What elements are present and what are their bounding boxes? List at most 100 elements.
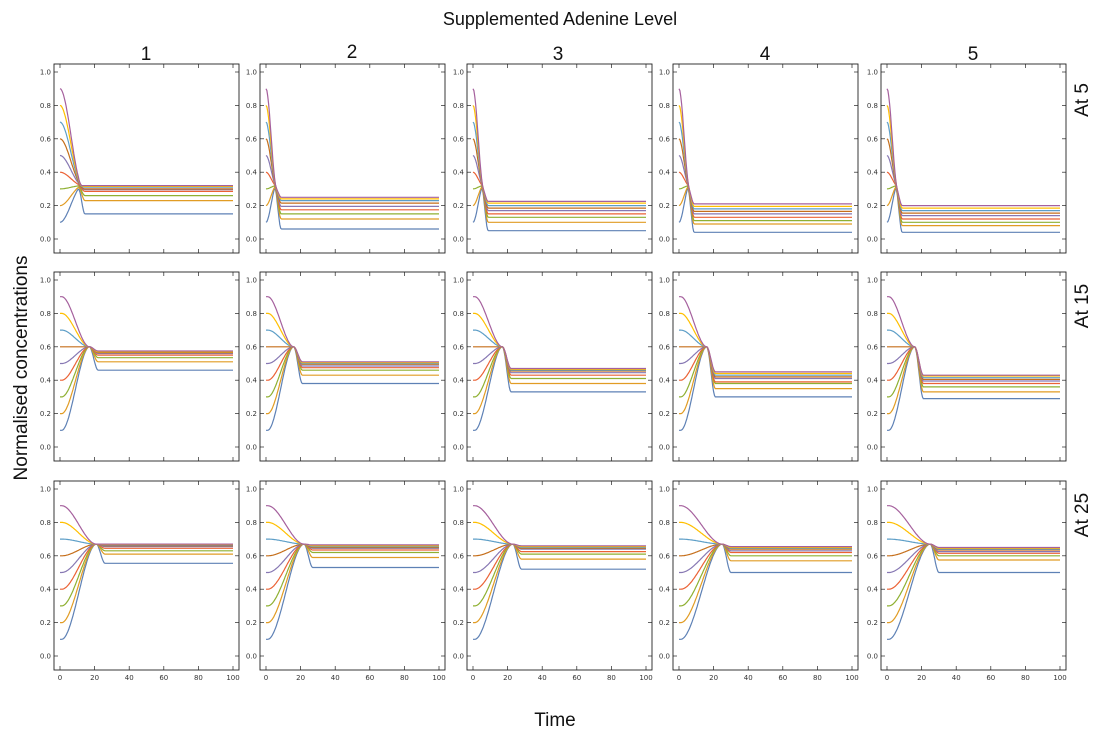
series-line-8 [679, 521, 852, 549]
series-line-1 [59, 188, 233, 223]
column-label-3: 3 [553, 44, 564, 65]
panel-frame [880, 480, 1067, 671]
series-line-2 [473, 346, 646, 415]
y-tick-label: 1.0 [453, 69, 464, 77]
series-line-7 [887, 538, 1060, 550]
y-tick-label: 1.0 [246, 486, 257, 494]
y-tick-label: 0.8 [867, 310, 878, 318]
panel-r2-c3: 0.0 0.2 0.4 0.6 0.8 1.0 [453, 271, 653, 462]
x-tick-label: 20 [709, 674, 718, 682]
row-label-3: At 25 [1072, 493, 1093, 537]
series-line-4 [265, 171, 439, 211]
series-line-1 [60, 346, 233, 431]
series-line-7 [473, 538, 646, 549]
y-tick-label: 0.6 [867, 343, 879, 351]
row-label-1: At 5 [1072, 83, 1093, 117]
x-tick-label: 20 [296, 674, 305, 682]
series-line-4 [678, 171, 852, 218]
y-tick-label: 0.8 [659, 310, 670, 318]
series-line-9 [678, 88, 852, 205]
series-line-9 [266, 505, 439, 546]
y-tick-label: 0.8 [659, 519, 670, 527]
y-tick-label: 0.4 [659, 586, 671, 594]
y-tick-label: 0.6 [453, 552, 465, 560]
y-tick-label: 0.2 [659, 202, 670, 210]
series-line-5 [266, 543, 439, 574]
panel-r3-c5: 0.0 0.2 0.4 0.6 0.8 1.0 0 20 40 60 80 100 [867, 480, 1067, 682]
panel-frame [259, 271, 446, 462]
x-tick-label: 100 [1053, 674, 1066, 682]
series-line-9 [887, 296, 1060, 376]
series-line-2 [60, 543, 233, 624]
x-tick-label: 80 [1021, 674, 1030, 682]
x-tick-label: 80 [813, 674, 822, 682]
y-tick-label: 0.8 [453, 519, 464, 527]
series-line-3 [60, 346, 233, 398]
y-tick-label: 0.0 [246, 653, 257, 661]
x-tick-label: 20 [917, 674, 926, 682]
x-tick-label: 80 [400, 674, 409, 682]
series-line-9 [265, 88, 439, 198]
y-tick-label: 0.2 [659, 410, 670, 418]
series-line-1 [887, 346, 1060, 431]
y-tick-label: 0.2 [453, 202, 464, 210]
series-line-8 [887, 312, 1060, 377]
x-tick-label: 60 [159, 674, 168, 682]
column-label-2: 2 [347, 42, 358, 63]
y-tick-label: 0.8 [246, 519, 257, 527]
y-tick-label: 0.2 [867, 202, 878, 210]
y-tick-label: 0.0 [867, 444, 878, 452]
x-tick-label: 0 [885, 674, 889, 682]
x-tick-label: 40 [538, 674, 547, 682]
series-line-1 [472, 187, 646, 232]
panel-r2-c4: 0.0 0.2 0.4 0.6 0.8 1.0 [659, 271, 859, 462]
y-tick-label: 0.6 [40, 135, 52, 143]
series-line-2 [266, 346, 439, 415]
y-tick-label: 0.4 [40, 586, 52, 594]
series-line-6 [266, 543, 439, 557]
panel-frame [880, 63, 1067, 254]
series-line-6 [887, 346, 1060, 380]
series-line-3 [887, 543, 1060, 607]
series-line-3 [266, 543, 439, 607]
x-tick-label: 60 [572, 674, 581, 682]
chart-title: Supplemented Adenine Level [443, 9, 677, 29]
y-tick-label: 0.0 [659, 444, 670, 452]
series-line-2 [266, 543, 439, 624]
column-label-4: 4 [760, 44, 771, 65]
series-line-9 [60, 505, 233, 545]
panel-frame [672, 480, 859, 671]
y-tick-label: 0.0 [453, 444, 464, 452]
series-line-7 [679, 538, 852, 549]
y-tick-label: 0.8 [867, 519, 878, 527]
series-line-8 [473, 312, 646, 370]
y-tick-label: 0.2 [246, 619, 257, 627]
y-tick-label: 1.0 [246, 277, 257, 285]
series-line-7 [265, 121, 439, 202]
series-line-1 [886, 187, 1060, 233]
series-line-4 [59, 171, 233, 192]
y-tick-label: 0.4 [246, 377, 258, 385]
series-line-9 [887, 505, 1060, 549]
series-line-1 [60, 543, 233, 640]
y-tick-label: 1.0 [40, 277, 51, 285]
panel-frame [259, 480, 446, 671]
panel-r2-c2: 0.0 0.2 0.4 0.6 0.8 1.0 [246, 271, 446, 462]
series-line-9 [473, 505, 646, 547]
x-tick-label: 40 [744, 674, 753, 682]
y-tick-label: 0.4 [246, 169, 258, 177]
panel-r2-c1: 0.0 0.2 0.4 0.6 0.8 1.0 [40, 271, 240, 462]
x-tick-label: 100 [226, 674, 239, 682]
y-tick-label: 0.2 [246, 202, 257, 210]
series-line-7 [679, 329, 852, 376]
series-line-6 [678, 138, 852, 212]
y-tick-label: 0.8 [40, 519, 51, 527]
series-line-3 [60, 185, 233, 197]
series-line-4 [887, 543, 1060, 590]
y-tick-label: 0.6 [40, 343, 52, 351]
panel-frame [880, 271, 1067, 462]
y-tick-label: 0.6 [867, 135, 879, 143]
panel-frame [672, 271, 859, 462]
column-label-1: 1 [141, 44, 152, 65]
series-line-6 [60, 543, 233, 557]
